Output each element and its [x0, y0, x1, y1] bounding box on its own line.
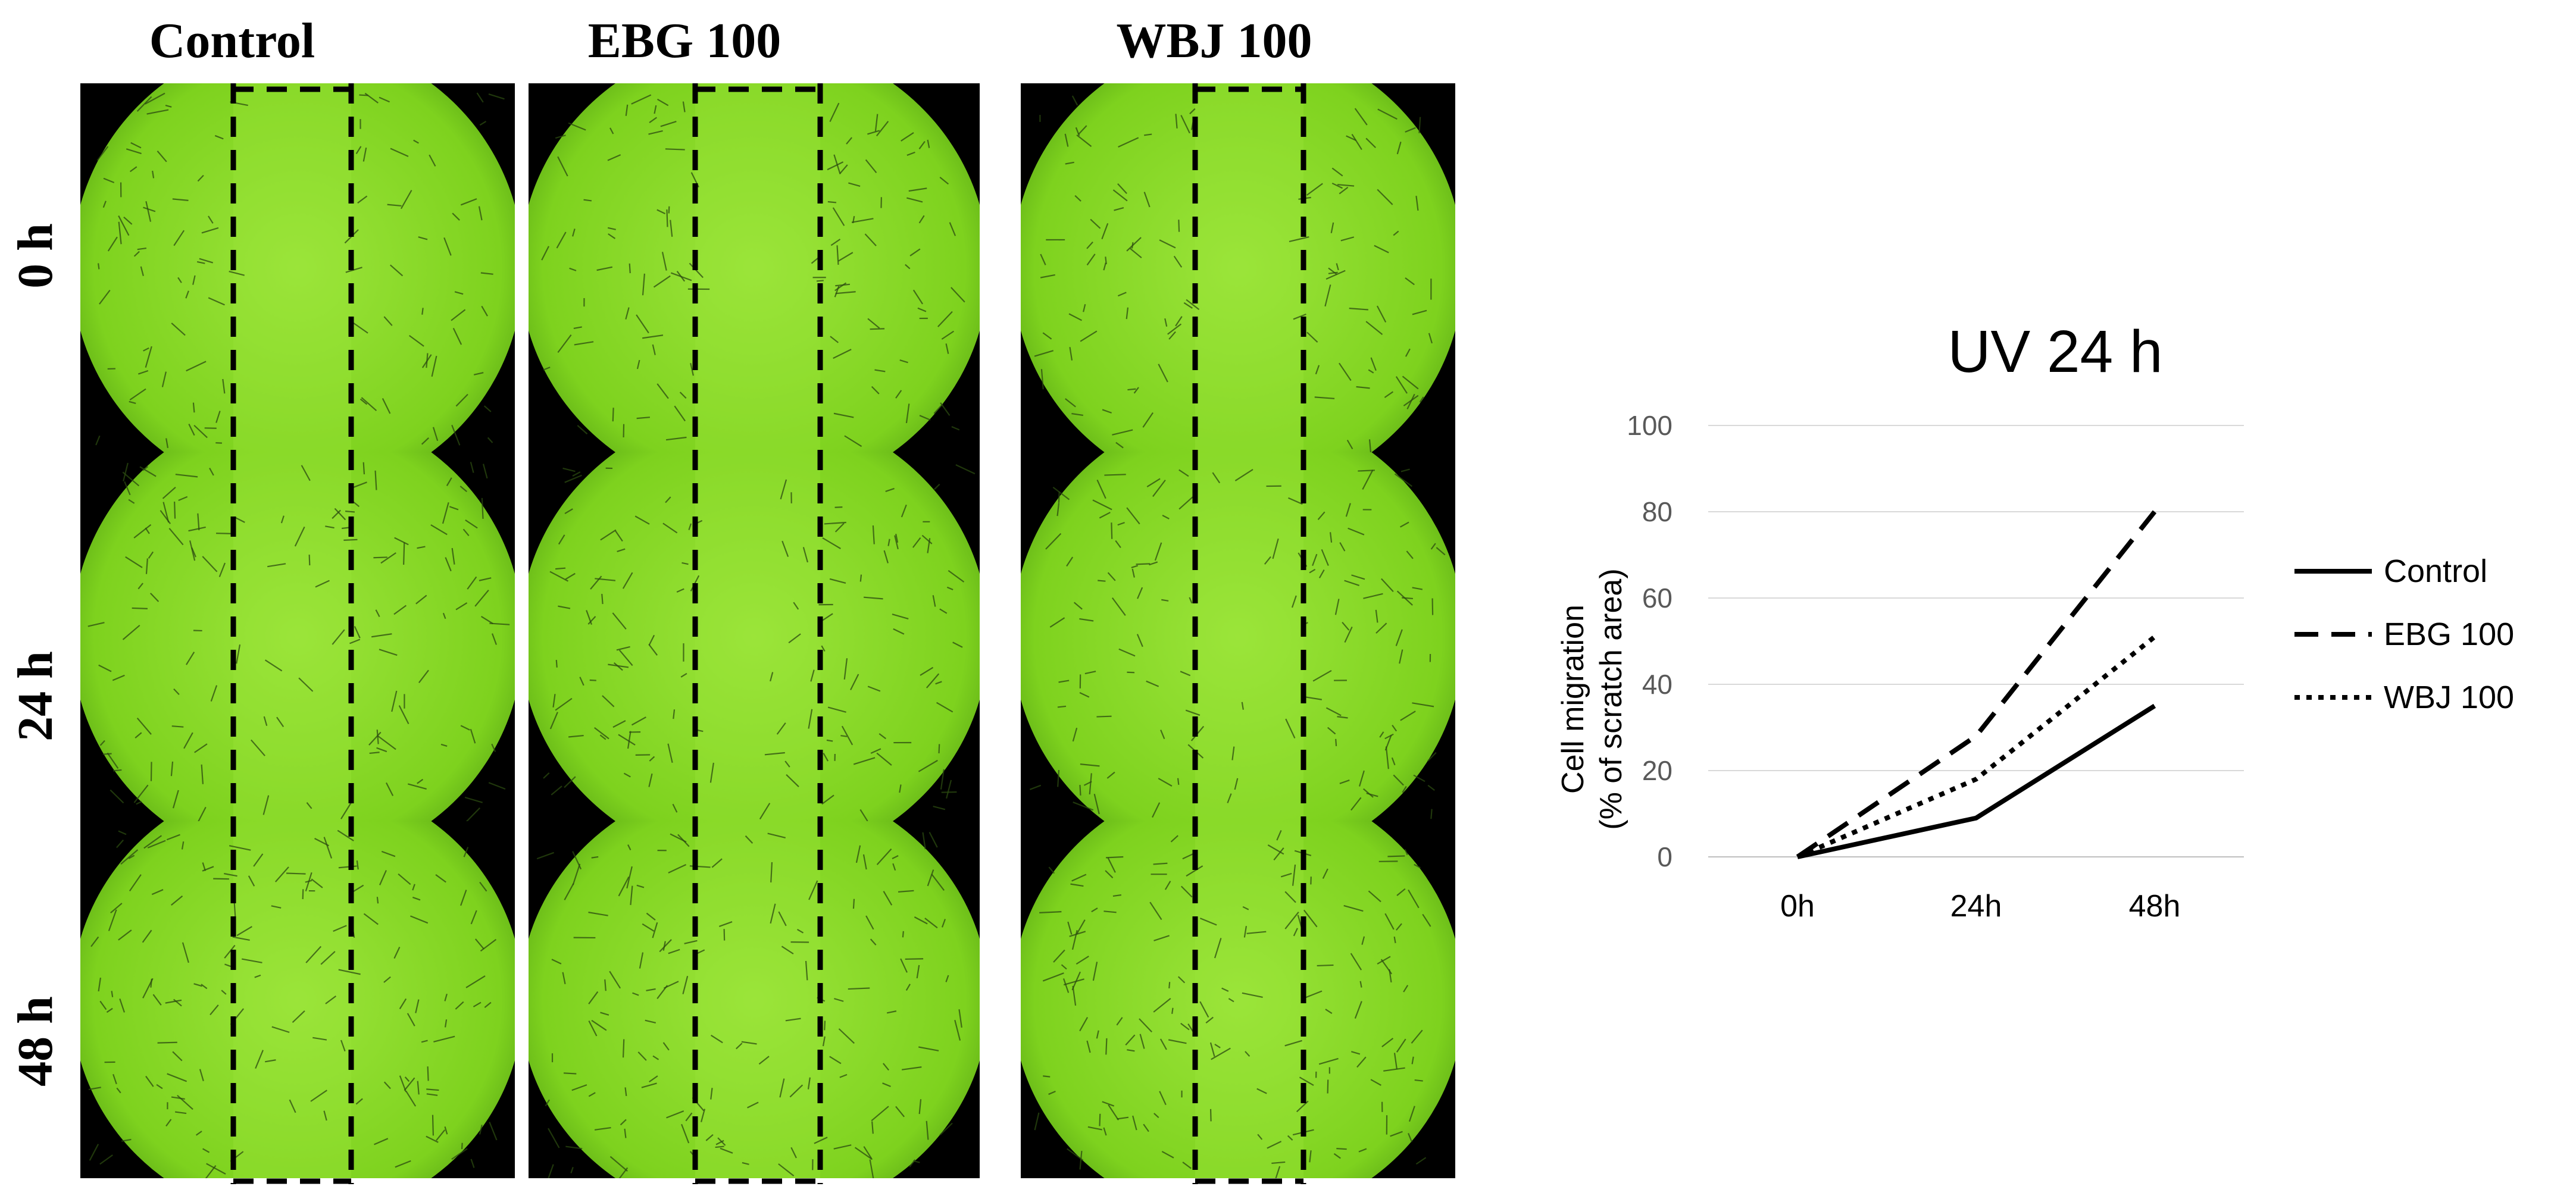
y-axis-label-line1: Cell migration [1556, 605, 1590, 794]
migration-line-chart: UV 24 h Cell migration (% of scratch are… [1452, 0, 2576, 1202]
chart-gridlines [1708, 425, 2244, 857]
x-tick-label: 24h [1950, 889, 2002, 924]
scratch-assay-image-grid: Control EBG 100 WBJ 100 0 h 24 h 48 h [8, 13, 1455, 1184]
y-tick-label: 40 [1642, 669, 1672, 700]
microscopy-well-image [529, 821, 980, 1178]
y-tick-label: 60 [1642, 583, 1672, 613]
x-axis-ticks: 0h 24h 48h [1780, 889, 2180, 924]
legend-label: EBG 100 [2384, 616, 2514, 652]
microscopy-well-image [1021, 83, 1455, 452]
y-axis-label-line2: (% of scratch area) [1594, 568, 1628, 829]
y-tick-label: 0 [1657, 841, 1672, 872]
column-header-control: Control [149, 13, 315, 68]
legend-label: Control [2384, 553, 2487, 589]
column-header-ebg100: EBG 100 [587, 13, 781, 68]
microscopy-well-image [529, 452, 980, 821]
microscopy-panels [80, 83, 1455, 1184]
microscopy-well-image [1021, 821, 1455, 1178]
column-header-wbj100: WBJ 100 [1116, 13, 1312, 68]
microscopy-well-image [1021, 452, 1455, 821]
microscopy-well-image [529, 83, 980, 452]
y-axis-ticks: 0 20 40 60 80 100 [1627, 410, 1672, 872]
x-tick-label: 0h [1780, 889, 1815, 924]
series-line-ebg-100 [1796, 510, 2157, 859]
microscopy-well-image [80, 83, 515, 452]
y-tick-label: 20 [1642, 755, 1672, 786]
chart-legend: Control EBG 100 WBJ 100 [2294, 553, 2514, 715]
x-tick-label: 48h [2129, 889, 2181, 924]
chart-title: UV 24 h [1947, 318, 2162, 385]
y-tick-label: 80 [1642, 496, 1672, 527]
legend-label: WBJ 100 [2384, 680, 2514, 715]
microscopy-well-image [80, 452, 515, 821]
series-line-control [1797, 703, 2156, 859]
y-tick-label: 100 [1627, 410, 1672, 441]
chart-series-group [1796, 510, 2157, 859]
chart-canvas: UV 24 h Cell migration (% of scratch are… [1556, 318, 2514, 924]
microscopy-well-image [80, 821, 515, 1178]
series-line-wbj-100 [1796, 635, 2156, 859]
